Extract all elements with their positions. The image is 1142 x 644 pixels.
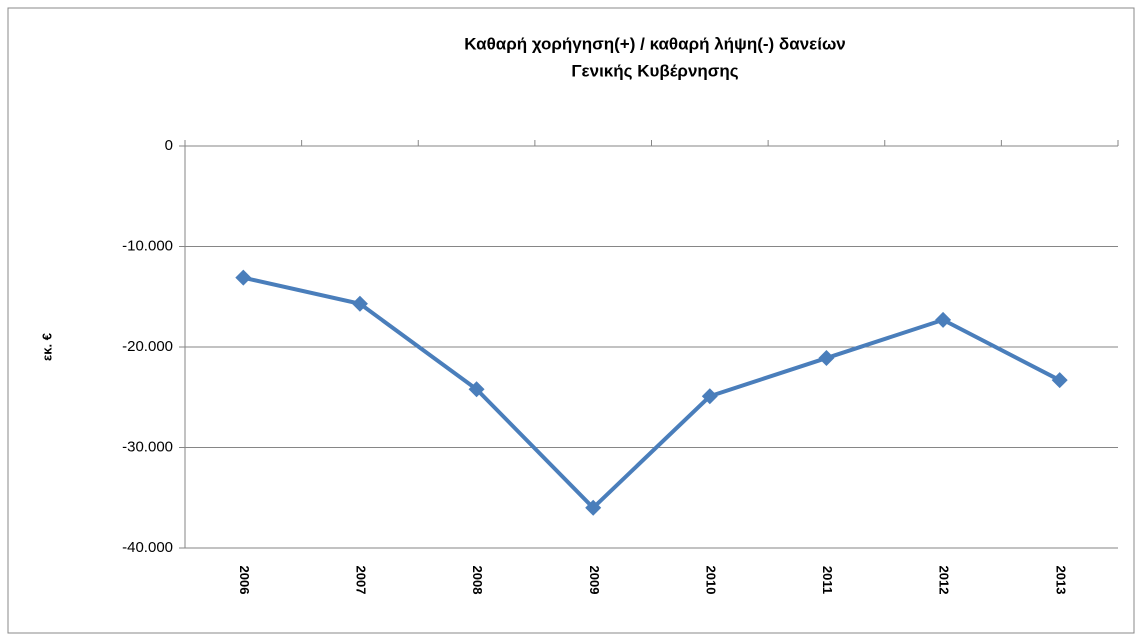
marker (818, 350, 835, 367)
marker (235, 269, 252, 286)
chart-title: Γενικής Κυβέρνησης (571, 61, 738, 80)
y-tick-label: 0 (165, 137, 173, 154)
x-tick-label: 2008 (470, 566, 485, 595)
marker (351, 295, 368, 312)
x-tick-label: 2011 (820, 566, 835, 594)
x-tick-label: 2009 (587, 566, 602, 595)
x-tick-label: 2010 (703, 566, 718, 595)
x-tick-label: 2007 (354, 566, 369, 595)
y-tick-label: -10.000 (122, 237, 173, 254)
marker (701, 388, 718, 405)
chart-title: Καθαρή χορήγηση(+) / καθαρή λήψη(-) δανε… (464, 34, 846, 53)
x-tick-label: 2013 (1053, 566, 1068, 595)
y-axis-label: εκ. € (39, 333, 54, 361)
line (242, 275, 1061, 511)
marker (935, 311, 952, 328)
marker (1051, 372, 1068, 389)
chart-frame (7, 7, 1135, 634)
x-tick-label: 2006 (237, 566, 252, 595)
marker (585, 499, 602, 516)
y-tick-label: -30.000 (122, 438, 173, 455)
x-tick-label: 2012 (937, 566, 952, 595)
y-tick-label: -40.000 (122, 539, 173, 556)
marker (468, 381, 485, 398)
y-tick-label: -20.000 (122, 338, 173, 355)
